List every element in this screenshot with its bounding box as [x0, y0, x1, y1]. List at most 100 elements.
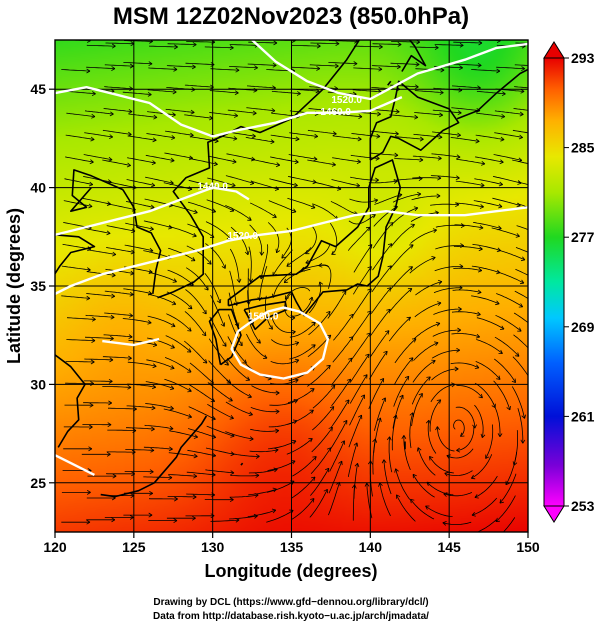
streamline-arrowhead — [90, 136, 95, 142]
streamline-arrowhead — [375, 177, 379, 183]
streamline-arrowhead — [174, 44, 178, 50]
streamline-arrowhead — [190, 257, 196, 262]
streamline-arrowhead — [460, 432, 465, 437]
streamline-arrowhead — [313, 156, 318, 162]
streamline — [300, 264, 330, 271]
streamline-arrowhead — [413, 206, 419, 212]
streamline — [351, 332, 371, 361]
streamline-arrowhead — [498, 181, 503, 187]
streamline — [189, 362, 214, 384]
streamline — [128, 113, 158, 118]
streamline-arrowhead — [521, 66, 526, 71]
streamline-arrowhead — [353, 442, 359, 447]
colorbar-tick-label: 261 — [571, 408, 595, 424]
streamline-arrowhead — [273, 40, 278, 46]
streamline-arrowhead — [378, 482, 383, 487]
streamline — [104, 64, 134, 67]
streamline — [188, 406, 216, 420]
streamline — [496, 271, 525, 284]
streamline-arrowhead — [88, 181, 94, 187]
streamline — [473, 222, 502, 229]
streamline — [168, 452, 198, 457]
streamline — [332, 336, 354, 363]
streamline-arrowhead — [456, 347, 461, 353]
streamline — [512, 356, 528, 377]
streamline-arrowhead — [407, 288, 413, 293]
streamline-arrowhead — [332, 131, 337, 136]
streamline — [184, 84, 214, 88]
streamline-arrowhead — [538, 110, 542, 114]
streamline-arrowhead — [204, 286, 209, 291]
streamline-arrowhead — [308, 296, 314, 302]
streamline — [476, 112, 505, 118]
streamline — [432, 329, 461, 337]
contour-line — [55, 206, 528, 295]
streamline — [83, 380, 113, 382]
streamline-arrowhead — [229, 45, 234, 51]
streamline — [185, 267, 209, 291]
streamline-arrowhead — [252, 110, 257, 116]
streamline — [289, 321, 316, 338]
streamline — [127, 135, 157, 141]
streamline — [494, 110, 524, 115]
streamline-arrowhead — [417, 191, 422, 197]
streamline — [207, 177, 236, 187]
streamline — [205, 221, 232, 240]
streamline — [225, 431, 254, 440]
streamline-arrowhead — [364, 482, 370, 487]
streamline — [229, 66, 258, 69]
streamline-arrowhead — [171, 322, 176, 328]
streamline — [185, 62, 215, 65]
streamline-arrowhead — [378, 44, 383, 50]
streamline-arrowhead — [284, 295, 290, 300]
streamline — [474, 404, 484, 438]
streamline — [394, 338, 417, 364]
streamline — [66, 339, 95, 341]
streamline-arrowhead — [110, 314, 115, 320]
streamline-arrowhead — [537, 164, 541, 168]
streamline — [442, 521, 472, 525]
streamline-arrowhead — [187, 387, 192, 393]
streamline-arrowhead — [434, 45, 439, 51]
streamline — [394, 136, 424, 140]
streamline — [435, 224, 465, 228]
streamline-arrowhead — [481, 160, 486, 166]
streamline-arrowhead — [386, 308, 391, 314]
streamline — [168, 474, 197, 477]
streamline-arrowhead — [312, 456, 317, 461]
streamline-arrowhead — [126, 162, 131, 168]
streamline-arrowhead — [456, 447, 461, 453]
streamline — [307, 159, 336, 166]
streamline — [349, 198, 378, 203]
streamline-arrowhead — [518, 134, 523, 140]
streamline — [369, 130, 399, 135]
streamline-arrowhead — [187, 414, 192, 419]
streamline — [292, 456, 317, 477]
streamline — [396, 494, 416, 522]
streamline — [471, 69, 500, 72]
streamline — [104, 290, 134, 295]
streamline — [349, 394, 365, 426]
contour-line — [55, 454, 95, 476]
streamline-arrowhead — [410, 498, 415, 504]
streamline — [328, 62, 358, 65]
streamline-arrowhead — [415, 61, 420, 67]
colorbar-scale — [543, 57, 565, 507]
streamline-arrowhead — [496, 68, 501, 74]
streamline — [409, 412, 414, 449]
streamline — [328, 481, 340, 516]
streamline — [248, 488, 277, 496]
streamline-arrowhead — [475, 138, 480, 144]
streamline-arrowhead — [414, 84, 419, 90]
streamline-arrowhead — [238, 341, 243, 347]
streamline-arrowhead — [151, 160, 156, 165]
streamline — [189, 384, 215, 402]
streamline — [229, 515, 258, 520]
streamline — [307, 365, 331, 387]
streamline-arrowhead — [501, 91, 506, 97]
streamline — [207, 382, 233, 402]
streamline — [352, 266, 372, 295]
streamline — [108, 407, 137, 410]
streamline — [309, 64, 339, 67]
coastline — [227, 159, 402, 317]
